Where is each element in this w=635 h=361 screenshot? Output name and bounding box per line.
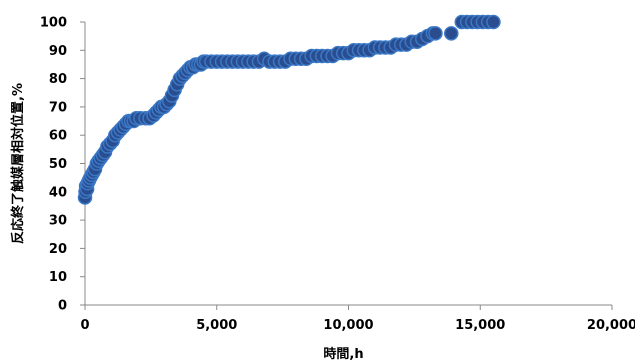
data-points [77, 14, 501, 205]
x-tick-labels: 0 5,000 10,000 15,000 20,000 [80, 305, 635, 333]
y-tick-label: 70 [49, 100, 67, 115]
y-tick-label: 90 [49, 44, 67, 59]
x-tick-label: 20,000 [587, 318, 635, 333]
y-tick-labels: 0 10 20 30 40 50 60 70 80 90 100 [40, 16, 85, 314]
data-point [444, 26, 459, 41]
y-tick-label: 50 [49, 157, 67, 172]
x-tick-label: 0 [80, 318, 89, 333]
y-tick-label: 60 [49, 129, 67, 144]
data-point [428, 26, 443, 41]
x-tick-label: 10,000 [323, 318, 373, 333]
x-tick-label: 5,000 [196, 318, 237, 333]
x-axis-title: 時間,h [323, 346, 363, 361]
axes [84, 22, 612, 306]
y-tick-label: 100 [40, 16, 67, 31]
y-tick-label: 0 [58, 299, 67, 314]
y-tick-label: 20 [49, 242, 67, 257]
y-tick-label: 10 [49, 270, 67, 285]
y-tick-label: 40 [49, 185, 67, 200]
y-tick-label: 80 [49, 72, 67, 87]
y-tick-label: 30 [49, 214, 67, 229]
x-tick-label: 15,000 [455, 318, 505, 333]
y-axis-title: 反応終了触媒層相対位置,% [10, 83, 26, 244]
data-point [486, 14, 501, 30]
